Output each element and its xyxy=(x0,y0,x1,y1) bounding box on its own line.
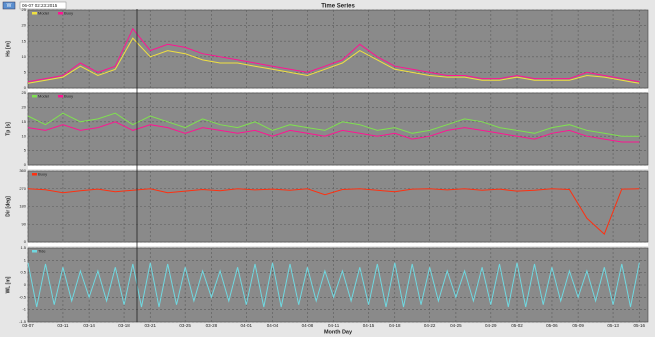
x-tick-label: 04-11 xyxy=(328,323,340,328)
y-tick-label: 180 xyxy=(19,204,26,209)
y-tick-label: 1 xyxy=(24,257,27,262)
timestamp[interactable]: 06-07 02:23:2015 xyxy=(22,3,58,8)
y-tick-label: 0 xyxy=(24,162,27,167)
separator xyxy=(28,243,648,246)
x-tick-label: 05-02 xyxy=(511,323,523,328)
legend-swatch xyxy=(32,250,37,253)
y-tick-label: 0.5 xyxy=(20,270,26,275)
series-line xyxy=(27,262,640,308)
legend-label: Tide xyxy=(38,249,46,254)
timestamp-box[interactable] xyxy=(19,1,67,10)
y-tick-label: 25 xyxy=(22,7,27,12)
x-tick-label: 03-21 xyxy=(144,323,156,328)
y-tick-label: 0 xyxy=(24,239,27,244)
x-tick-label: 05-09 xyxy=(572,323,584,328)
legend-label: Model xyxy=(38,11,49,16)
y-axis-label: Dir [deg] xyxy=(5,196,11,217)
series-line xyxy=(27,37,640,84)
y-tick-label: 20 xyxy=(22,104,27,109)
y-tick-label: 90 xyxy=(22,221,27,226)
plot-bg xyxy=(27,92,649,166)
x-tick-label: 04-01 xyxy=(241,323,253,328)
y-tick-label: 5 xyxy=(24,69,27,74)
legend-swatch xyxy=(58,12,63,15)
y-axis-label: WL [m] xyxy=(5,276,11,293)
y-tick-label: 1.5 xyxy=(20,245,26,250)
x-tick-label: 05-16 xyxy=(634,323,646,328)
legend-swatch xyxy=(32,12,37,15)
legend-swatch xyxy=(32,173,37,176)
y-tick-label: 15 xyxy=(22,119,27,124)
series-line xyxy=(27,27,640,83)
legend-label: Model xyxy=(38,94,49,99)
x-tick-label: 04-04 xyxy=(267,323,279,328)
y-tick-label: 20 xyxy=(22,23,27,28)
legend-label: Buoy xyxy=(38,172,47,177)
app-button[interactable] xyxy=(2,1,16,10)
x-tick-label: 03-14 xyxy=(83,323,95,328)
x-tick-label: 04-22 xyxy=(424,323,436,328)
x-tick-label: 04-08 xyxy=(302,323,314,328)
legend-label: Buoy xyxy=(64,94,73,99)
y-tick-label: -0.5 xyxy=(19,294,27,299)
x-tick-label: 04-15 xyxy=(363,323,375,328)
separator xyxy=(28,166,648,169)
y-axis-label: Hs [m] xyxy=(5,41,11,57)
x-tick-label: 05-06 xyxy=(546,323,558,328)
x-axis-label: Month Day xyxy=(324,329,353,335)
x-tick-label: 04-25 xyxy=(450,323,462,328)
series-line xyxy=(27,188,640,235)
series-line xyxy=(27,121,640,143)
series-line xyxy=(27,112,640,137)
y-axis-label: Tp [s] xyxy=(5,122,11,136)
x-tick-label: 03-11 xyxy=(57,323,69,328)
x-tick-label: 03-18 xyxy=(118,323,130,328)
separator xyxy=(28,89,648,92)
y-tick-label: -1.5 xyxy=(19,319,27,324)
legend-swatch xyxy=(32,95,37,98)
y-tick-label: 10 xyxy=(22,54,27,59)
x-tick-label: 03-07 xyxy=(22,323,34,328)
title: Time Series xyxy=(321,4,355,10)
x-tick-label: 03-28 xyxy=(206,323,218,328)
plot-bg xyxy=(27,9,649,89)
y-tick-label: 0 xyxy=(24,282,27,287)
y-tick-label: 25 xyxy=(22,90,27,95)
y-tick-label: 270 xyxy=(19,186,26,191)
y-tick-label: 360 xyxy=(19,168,26,173)
x-tick-label: 03-25 xyxy=(179,323,191,328)
app-button-label[interactable]: W xyxy=(7,3,12,9)
x-tick-label: 04-18 xyxy=(389,323,401,328)
y-tick-label: 0 xyxy=(24,85,27,90)
y-tick-label: 5 xyxy=(24,148,27,153)
legend-label: Buoy xyxy=(64,11,73,16)
y-tick-label: 15 xyxy=(22,38,27,43)
x-tick-label: 05-13 xyxy=(607,323,619,328)
y-tick-label: -1 xyxy=(22,307,26,312)
y-tick-label: 10 xyxy=(22,133,27,138)
legend-swatch xyxy=(58,95,63,98)
x-tick-label: 04-29 xyxy=(485,323,497,328)
